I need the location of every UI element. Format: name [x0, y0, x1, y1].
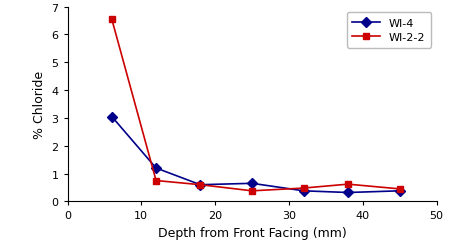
- WI-2-2: [198, 183, 203, 186]
- WI-4: [109, 115, 114, 119]
- WI-4: [153, 167, 159, 170]
- WI-2-2: [301, 187, 306, 190]
- WI-2-2: [345, 183, 351, 186]
- WI-4: [301, 190, 306, 193]
- WI-4: [345, 191, 351, 194]
- WI-4: [249, 182, 255, 185]
- Line: WI-4: WI-4: [108, 114, 403, 196]
- WI-4: [397, 190, 402, 193]
- WI-4: [198, 183, 203, 186]
- X-axis label: Depth from Front Facing (mm): Depth from Front Facing (mm): [158, 226, 346, 239]
- WI-2-2: [109, 19, 114, 22]
- Line: WI-2-2: WI-2-2: [108, 17, 403, 195]
- Y-axis label: % Chloride: % Chloride: [33, 71, 46, 139]
- WI-2-2: [153, 179, 159, 182]
- WI-2-2: [397, 187, 402, 191]
- Legend: WI-4, WI-2-2: WI-4, WI-2-2: [346, 13, 431, 48]
- WI-2-2: [249, 190, 255, 193]
